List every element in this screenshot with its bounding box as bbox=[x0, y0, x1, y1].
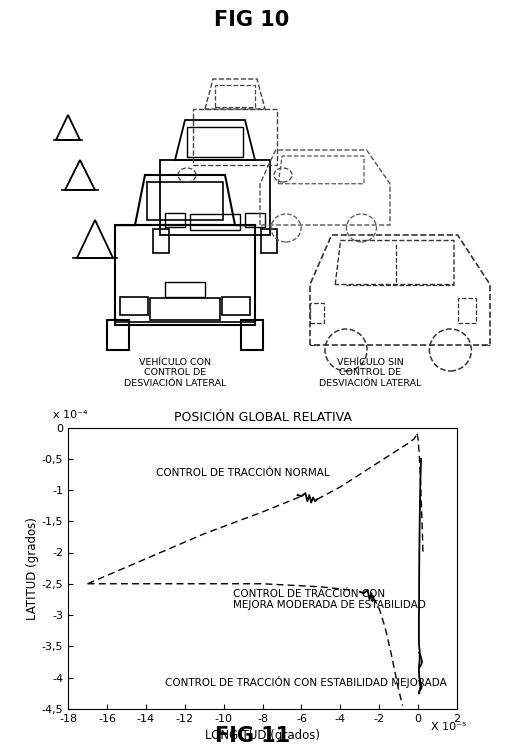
Text: x 10⁻⁴: x 10⁻⁴ bbox=[53, 410, 87, 420]
Bar bbox=[147, 182, 223, 220]
Title: POSICIÓN GLOBAL RELATIVA: POSICIÓN GLOBAL RELATIVA bbox=[174, 410, 351, 424]
Text: CONTROL DE TRACCIÓN NORMAL: CONTROL DE TRACCIÓN NORMAL bbox=[156, 467, 329, 478]
Text: VEHÍCULO CON
CONTROL DE
DESVIACIÓN LATERAL: VEHÍCULO CON CONTROL DE DESVIACIÓN LATER… bbox=[124, 358, 226, 388]
Bar bbox=[190, 214, 240, 230]
Bar bbox=[165, 282, 205, 297]
Text: FIG 11: FIG 11 bbox=[215, 726, 290, 746]
Bar bbox=[187, 127, 243, 157]
Y-axis label: LATITUD (grados): LATITUD (grados) bbox=[26, 517, 39, 620]
Bar bbox=[150, 298, 220, 320]
Bar bbox=[222, 297, 250, 315]
Text: CONTROL DE TRACCIÓN CON
MEJORA MODERADA DE ESTABILIDAD: CONTROL DE TRACCIÓN CON MEJORA MODERADA … bbox=[233, 589, 426, 610]
Text: FIG 10: FIG 10 bbox=[215, 10, 290, 30]
Bar bbox=[458, 298, 476, 323]
Bar bbox=[160, 160, 270, 235]
Bar bbox=[245, 213, 265, 227]
Bar bbox=[153, 229, 169, 253]
Bar bbox=[165, 213, 185, 227]
Text: VEHÍCULO SIN
CONTROL DE
DESVIACIÓN LATERAL: VEHÍCULO SIN CONTROL DE DESVIACIÓN LATER… bbox=[319, 358, 421, 388]
Bar bbox=[215, 85, 255, 107]
Text: X 10⁻⁵: X 10⁻⁵ bbox=[431, 722, 467, 733]
Bar bbox=[120, 297, 148, 315]
Bar bbox=[115, 225, 255, 325]
Bar bbox=[310, 303, 324, 323]
X-axis label: LONGITUD (grados): LONGITUD (grados) bbox=[205, 729, 320, 742]
Bar bbox=[107, 320, 129, 350]
Bar bbox=[193, 109, 277, 165]
Text: CONTROL DE TRACCIÓN CON ESTABILIDAD MEJORADA: CONTROL DE TRACCIÓN CON ESTABILIDAD MEJO… bbox=[166, 676, 447, 688]
Bar bbox=[241, 320, 263, 350]
Bar bbox=[261, 229, 277, 253]
